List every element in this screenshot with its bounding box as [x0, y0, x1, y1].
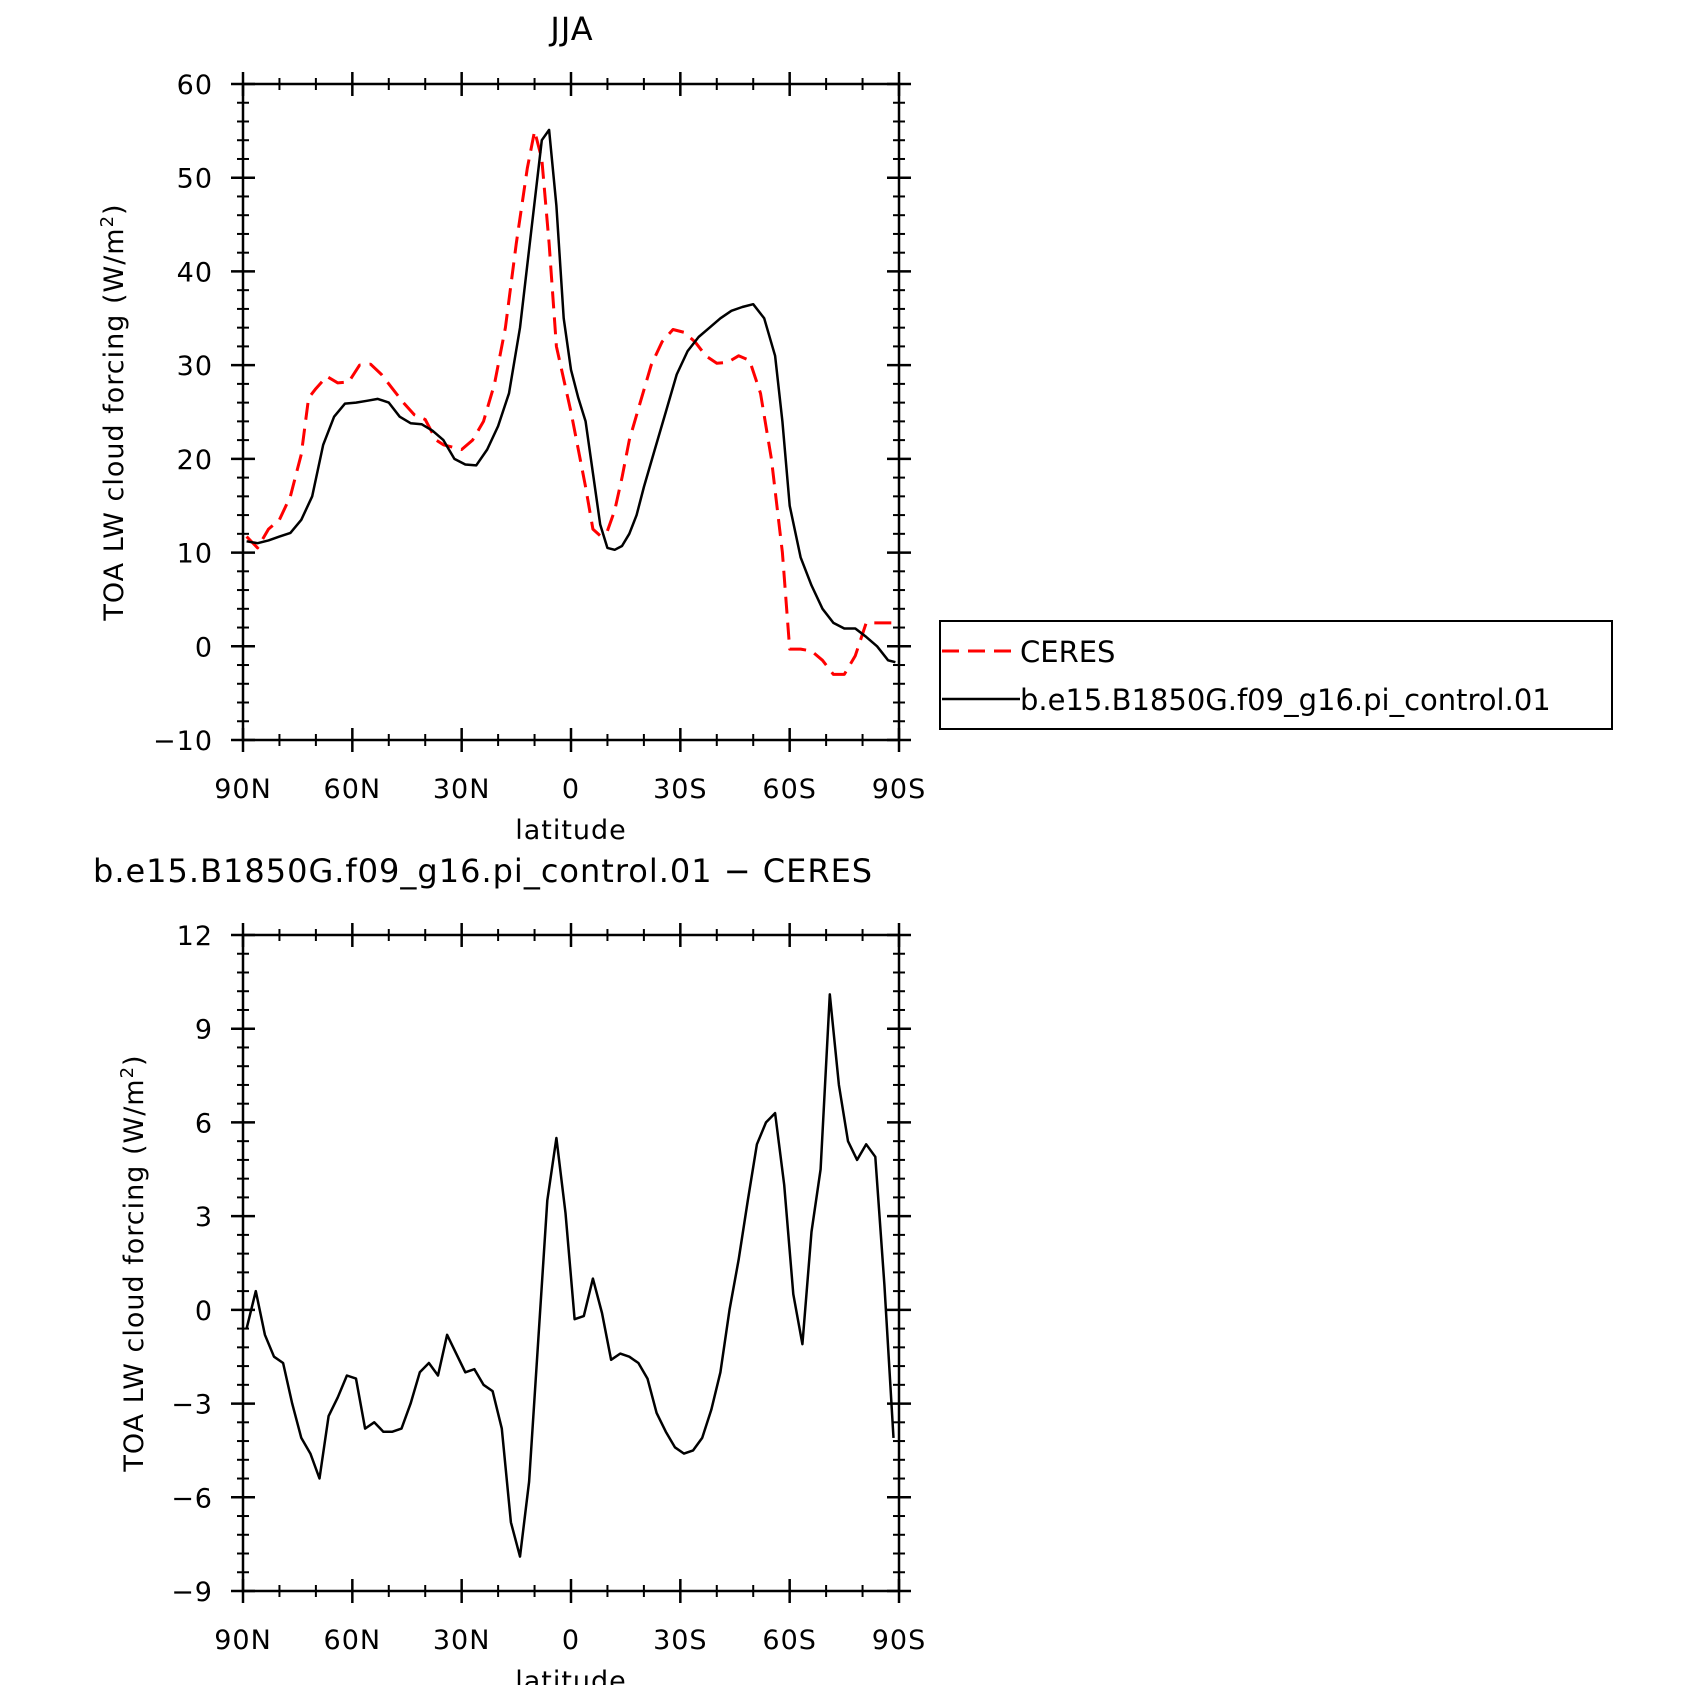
- y-tick-label: 10: [177, 539, 213, 570]
- y-tick-label: 0: [195, 1296, 213, 1327]
- plot-frame: [241, 82, 901, 742]
- y-tick-label: 3: [195, 1202, 213, 1233]
- x-tick-label: 30S: [653, 1625, 708, 1656]
- x-tick-label: 60N: [324, 1625, 382, 1656]
- legend: CERES b.e15.B1850G.f09_g16.pi_control.01: [939, 620, 1613, 730]
- panel-bottom: b.e15.B1850G.f09_g16.pi_control.01 − CER…: [93, 852, 927, 1685]
- x-tick-label: 0: [562, 1625, 580, 1656]
- chart-title: JJA: [548, 10, 593, 48]
- plot-frame: [241, 933, 901, 1593]
- y-axis-label: TOA LW cloud forcing (W/m2): [97, 203, 130, 621]
- y-tick-label: 60: [177, 70, 213, 101]
- x-tick-label: 30N: [433, 1625, 491, 1656]
- series-layer: [245, 993, 895, 1558]
- x-tick-label: 30S: [653, 774, 708, 805]
- y-tick-labels: −10 0 10 20 30 40 50 60: [153, 70, 213, 757]
- y-axis-label: TOA LW cloud forcing (W/m2): [117, 1054, 150, 1472]
- series-line-ceres: [245, 129, 896, 676]
- series-layer: [245, 128, 896, 676]
- x-tick-label: 0: [562, 774, 580, 805]
- y-tick-label: 0: [195, 632, 213, 663]
- x-tick-labels: 90N 60N 30N 0 30S 60S 90S: [214, 774, 927, 805]
- y-tick-label: −10: [153, 726, 213, 757]
- y-tick-label: −3: [171, 1390, 213, 1421]
- x-tick-labels: 90N 60N 30N 0 30S 60S 90S: [214, 1625, 927, 1656]
- x-tick-label: 60N: [324, 774, 382, 805]
- x-tick-label: 60S: [762, 1625, 817, 1656]
- y-tick-label: 40: [177, 257, 213, 288]
- legend-label-ceres: CERES: [1020, 635, 1115, 669]
- x-tick-label: 90S: [872, 774, 927, 805]
- x-axis-label: latitude: [515, 1666, 627, 1685]
- series-line-difference: [245, 993, 895, 1558]
- y-tick-label: 50: [177, 164, 213, 195]
- y-tick-label: 9: [195, 1015, 213, 1046]
- panel-top: JJA −10 0 10 20 30 40 50 60 90N 60N 30N 0 30S 60S 90S…: [97, 10, 1613, 846]
- x-tick-label: 60S: [762, 774, 817, 805]
- x-tick-label: 30N: [433, 774, 491, 805]
- y-tick-label: 30: [177, 351, 213, 382]
- axis-ticks: [231, 72, 911, 752]
- x-tick-label: 90N: [214, 774, 272, 805]
- y-tick-labels: −9 −6 −3 0 3 6 9 12: [171, 921, 213, 1608]
- chart-title: b.e15.B1850G.f09_g16.pi_control.01 − CER…: [93, 852, 873, 890]
- x-tick-label: 90N: [214, 1625, 272, 1656]
- y-tick-label: 20: [177, 445, 213, 476]
- x-axis-label: latitude: [515, 815, 627, 846]
- legend-box: [939, 620, 1613, 730]
- series-line-b-e15-b1850g-f09-g16-pi-control-01: [246, 128, 896, 664]
- legend-label-model: b.e15.B1850G.f09_g16.pi_control.01: [1020, 683, 1551, 717]
- y-tick-label: −6: [171, 1483, 213, 1514]
- x-tick-label: 90S: [872, 1625, 927, 1656]
- y-tick-label: 6: [195, 1108, 213, 1139]
- y-tick-label: −9: [171, 1577, 213, 1608]
- y-tick-label: 12: [177, 921, 213, 952]
